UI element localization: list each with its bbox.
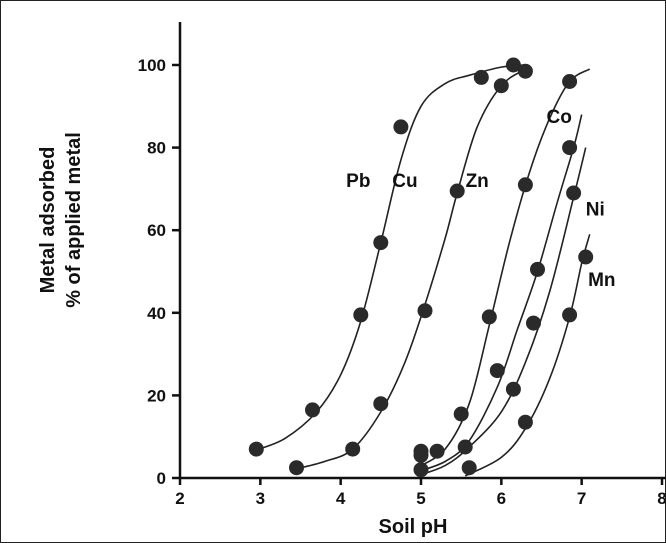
point-mn-0	[461, 460, 477, 476]
y-tick-label-20: 20	[147, 386, 166, 405]
point-zn-1	[453, 406, 469, 422]
series-label-co: Co	[547, 107, 572, 128]
curve-pb	[252, 64, 526, 452]
point-zn-4	[562, 74, 578, 89]
point-pb-4	[393, 119, 409, 135]
curve-zn	[416, 68, 591, 469]
axis-titles: Soil pH Metal adsorbed % of applied meta…	[37, 132, 447, 538]
point-co-2	[489, 363, 505, 379]
point-mn-2	[562, 307, 578, 323]
x-tick-label-7: 7	[577, 489, 586, 508]
series-labels: Pb Cu Zn Co Ni Mn	[346, 107, 615, 291]
point-cu-1	[345, 441, 361, 457]
series-label-mn: Mn	[588, 270, 615, 291]
point-mn-3	[578, 249, 594, 265]
point-co-3	[505, 381, 521, 397]
point-pb-0	[248, 441, 264, 457]
y-axis-title-line-2: % of applied metal	[63, 132, 85, 308]
x-tick-label-5: 5	[416, 489, 425, 508]
point-pb-2	[353, 307, 369, 323]
curve-ni	[416, 147, 587, 477]
point-ni-1	[457, 439, 473, 455]
y-tick-label-40: 40	[147, 304, 166, 323]
point-pb-5	[473, 69, 489, 85]
point-cu-0	[289, 460, 304, 476]
y-tick-label-60: 60	[147, 221, 166, 240]
series-label-cu: Cu	[392, 171, 417, 192]
point-co-1	[429, 443, 445, 459]
point-pb-6	[505, 57, 521, 73]
curve-cu	[292, 68, 526, 471]
point-co-0	[413, 447, 429, 463]
series-points	[248, 57, 594, 478]
point-co-4	[526, 315, 541, 331]
point-mn-1	[517, 414, 533, 430]
x-tick-label-4: 4	[336, 489, 346, 508]
point-cu-2	[373, 396, 389, 412]
x-tick-label-3: 3	[256, 489, 265, 508]
series-label-pb: Pb	[346, 171, 370, 192]
point-cu-5	[493, 78, 509, 94]
point-ni-0	[413, 462, 429, 478]
series-label-zn: Zn	[466, 171, 489, 192]
series-label-ni: Ni	[586, 200, 605, 221]
y-tick-label-100: 100	[138, 56, 166, 75]
point-cu-6	[517, 63, 533, 79]
point-cu-3	[417, 303, 433, 319]
point-zn-3	[517, 177, 533, 193]
point-cu-4	[449, 183, 465, 199]
x-axis-title: Soil pH	[379, 516, 448, 538]
point-pb-3	[373, 235, 389, 251]
curve-co	[416, 114, 583, 473]
y-axis-title-line-1: Metal adsorbed	[37, 147, 59, 294]
point-co-6	[562, 140, 578, 156]
point-zn-2	[481, 309, 497, 325]
x-tick-label-2: 2	[175, 489, 184, 508]
point-co-5	[530, 261, 545, 277]
x-tick-label-6: 6	[497, 489, 506, 508]
point-pb-1	[305, 402, 320, 418]
y-tick-label-0: 0	[157, 469, 166, 488]
y-tick-label-80: 80	[147, 139, 166, 158]
x-tick-label-8: 8	[657, 489, 666, 508]
point-ni-2	[566, 185, 582, 201]
